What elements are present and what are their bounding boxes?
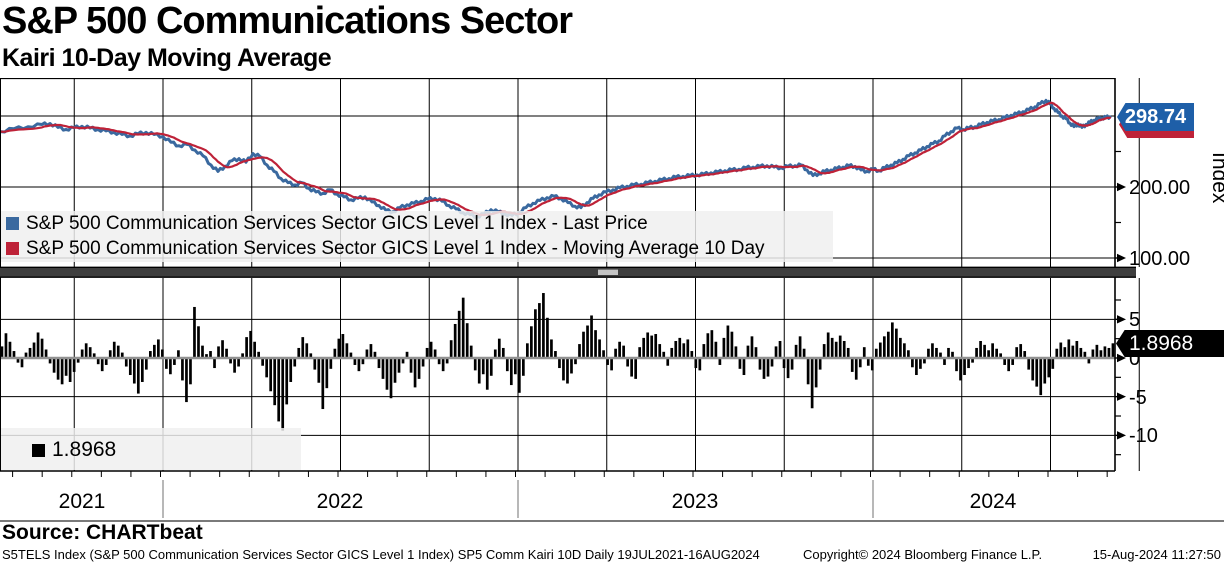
last-price-value: 298.74 (1124, 105, 1187, 128)
chart-area[interactable]: 200.00 100.00 Index 5 0 -5 -10 2021 2022… (0, 78, 1224, 524)
footer-ticker-description: S5TELS Index (S&P 500 Communication Serv… (2, 547, 760, 562)
xtick-label-2023: 2023 (672, 490, 719, 513)
axis-labels-layer: 200.00 100.00 Index 5 0 -5 -10 2021 2022… (59, 152, 1224, 513)
footer-timestamp: 15-Aug-2024 11:27:50 (1092, 547, 1221, 562)
chart-title: S&P 500 Communications Sector (2, 0, 573, 42)
footer-copyright: Copyright© 2024 Bloomberg Finance L.P. (803, 547, 1043, 562)
ytick-label-neg5: -5 (1129, 387, 1147, 409)
moving-average-swatch-icon (6, 242, 19, 255)
kairi-value-tag: 1.8968 (1116, 330, 1224, 357)
xtick-label-2021: 2021 (59, 490, 106, 513)
moving-average-legend-label: S&P 500 Communication Services Sector GI… (26, 237, 765, 259)
ytick-label-0: 0 (1129, 348, 1140, 370)
kairi-swatch-icon (32, 443, 45, 457)
last-price-swatch-icon (6, 217, 19, 230)
legend-row-kairi: 1.8968 (32, 437, 116, 463)
price-legend: S&P 500 Communication Services Sector GI… (6, 211, 765, 261)
legend-row-last-price: S&P 500 Communication Services Sector GI… (6, 211, 765, 236)
kairi-legend: 1.8968 (32, 437, 116, 463)
ytick-label-100: 100.00 (1129, 248, 1190, 270)
ytick-label-neg10: -10 (1129, 425, 1158, 447)
source-label: Source: CHARTbeat (2, 521, 203, 544)
kairi-bars-layer (0, 293, 1115, 431)
chart-subtitle: Kairi 10-Day Moving Average (2, 44, 332, 72)
price-lines-layer (0, 98, 1112, 219)
xtick-label-2022: 2022 (317, 490, 364, 513)
legend-background-layer (0, 211, 833, 470)
xtick-label-2024: 2024 (970, 490, 1017, 513)
ytick-label-200: 200.00 (1129, 177, 1190, 199)
kairi-value: 1.8968 (1129, 331, 1194, 355)
ytick-label-5: 5 (1129, 309, 1140, 331)
last-price-legend-label: S&P 500 Communication Services Sector GI… (26, 212, 648, 234)
kairi-legend-value: 1.8968 (52, 438, 117, 461)
last-price-value-tag: 298.74 (1117, 103, 1194, 131)
legend-row-moving-average: S&P 500 Communication Services Sector GI… (6, 236, 765, 261)
axes-frame-layer (0, 78, 1224, 522)
y-axis-title: Index (1208, 152, 1224, 204)
